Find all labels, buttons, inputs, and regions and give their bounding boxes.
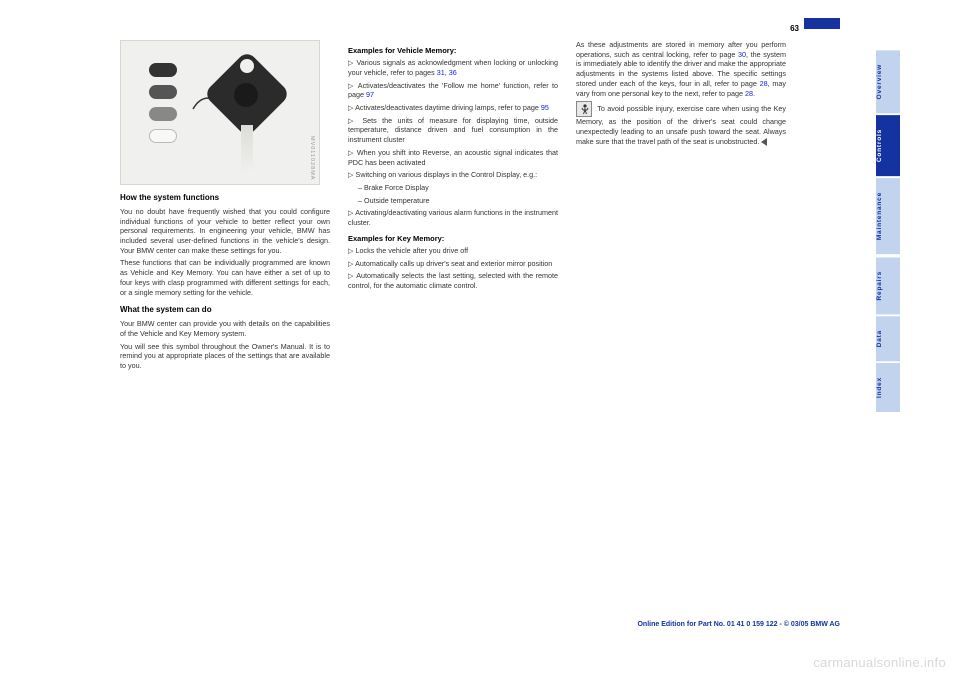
column-3: As these adjustments are stored in memor… bbox=[576, 40, 786, 374]
para-memory-store: As these adjustments are stored in memor… bbox=[576, 40, 786, 98]
watermark: carmanualsonline.info bbox=[813, 655, 946, 670]
page-number-bar bbox=[804, 18, 840, 29]
content-columns: MV011028MA How the system functions You … bbox=[120, 40, 840, 374]
end-triangle-icon bbox=[761, 138, 767, 146]
heading-what-can-do: What the system can do bbox=[120, 305, 330, 316]
page-link-28a[interactable]: 28 bbox=[760, 79, 768, 88]
bullet-icon: ▷ bbox=[348, 208, 354, 217]
warning-paragraph: To avoid possible injury, exercise care … bbox=[576, 101, 786, 146]
km-item-1: ▷ Locks the vehicle after you drive off bbox=[348, 246, 558, 256]
remote-button-3 bbox=[149, 107, 177, 121]
tab-repairs[interactable]: Repairs bbox=[876, 257, 900, 314]
vm-item-3: ▷ Activates/deactivates daytime driving … bbox=[348, 103, 558, 113]
vm-item-6-sub2: – Outside temperature bbox=[348, 196, 558, 206]
column-1: MV011028MA How the system functions You … bbox=[120, 40, 330, 374]
footer-edition: Online Edition for Part No. 01 41 0 159 … bbox=[637, 621, 840, 628]
km-item-3: ▷ Automatically selects the last setting… bbox=[348, 271, 558, 290]
bullet-icon: ▷ bbox=[348, 170, 354, 179]
remote-button-1 bbox=[149, 63, 177, 77]
vm-item-7: ▷ Activating/deactivating various alarm … bbox=[348, 208, 558, 227]
key-fob-graphic bbox=[214, 53, 279, 173]
vm-item-1: ▷ Various signals as acknowledgment when… bbox=[348, 58, 558, 77]
page-link-36[interactable]: 36 bbox=[449, 68, 457, 77]
remote-button-2 bbox=[149, 85, 177, 99]
para-intro: You no doubt have frequently wished that… bbox=[120, 207, 330, 256]
bullet-icon: ▷ bbox=[348, 246, 354, 255]
para-symbol: You will see this symbol throughout the … bbox=[120, 342, 330, 371]
para-keys: These functions that can be individually… bbox=[120, 258, 330, 297]
heading-how-functions: How the system functions bbox=[120, 193, 330, 204]
tab-controls[interactable]: Controls bbox=[876, 115, 900, 176]
bullet-icon: ▷ bbox=[348, 116, 357, 125]
bullet-icon: ▷ bbox=[348, 103, 354, 112]
page-link-28b[interactable]: 28 bbox=[745, 89, 753, 98]
page-number-block: 63 bbox=[785, 18, 840, 36]
manual-page: 63 MV011028MA bbox=[120, 40, 840, 620]
km-item-2: ▷ Automatically calls up driver's seat a… bbox=[348, 259, 558, 269]
vm-item-6: ▷ Switching on various displays in the C… bbox=[348, 170, 558, 180]
bullet-icon: ▷ bbox=[348, 58, 354, 67]
page-link-30[interactable]: 30 bbox=[738, 50, 746, 59]
vm-item-2: ▷ Activates/deactivates the 'Follow me h… bbox=[348, 81, 558, 100]
side-tabs: Overview Controls Maintenance Repairs Da… bbox=[876, 50, 900, 414]
heading-key-memory: Examples for Key Memory: bbox=[348, 234, 558, 244]
bullet-icon: ▷ bbox=[348, 81, 355, 90]
bullet-icon: ▷ bbox=[348, 259, 354, 268]
vm-item-5: ▷ When you shift into Reverse, an acoust… bbox=[348, 148, 558, 167]
para-details: Your BMW center can provide you with det… bbox=[120, 319, 330, 338]
page-link-95[interactable]: 95 bbox=[541, 103, 549, 112]
page-link-31[interactable]: 31 bbox=[437, 68, 445, 77]
tab-data[interactable]: Data bbox=[876, 316, 900, 361]
column-2: Examples for Vehicle Memory: ▷ Various s… bbox=[348, 40, 558, 374]
remote-button-4 bbox=[149, 129, 177, 143]
page-link-97[interactable]: 97 bbox=[366, 90, 374, 99]
image-code: MV011028MA bbox=[308, 136, 315, 180]
heading-vehicle-memory: Examples for Vehicle Memory: bbox=[348, 46, 558, 56]
page-number: 63 bbox=[785, 23, 804, 34]
vm-item-6-sub1: – Brake Force Display bbox=[348, 183, 558, 193]
key-illustration: MV011028MA bbox=[120, 40, 320, 185]
warning-icon bbox=[576, 101, 592, 117]
bullet-icon: ▷ bbox=[348, 148, 354, 157]
bullet-icon: ▷ bbox=[348, 271, 354, 280]
tab-maintenance[interactable]: Maintenance bbox=[876, 178, 900, 254]
vm-item-4: ▷ Sets the units of measure for displayi… bbox=[348, 116, 558, 145]
tab-index[interactable]: Index bbox=[876, 363, 900, 412]
tab-overview[interactable]: Overview bbox=[876, 50, 900, 113]
